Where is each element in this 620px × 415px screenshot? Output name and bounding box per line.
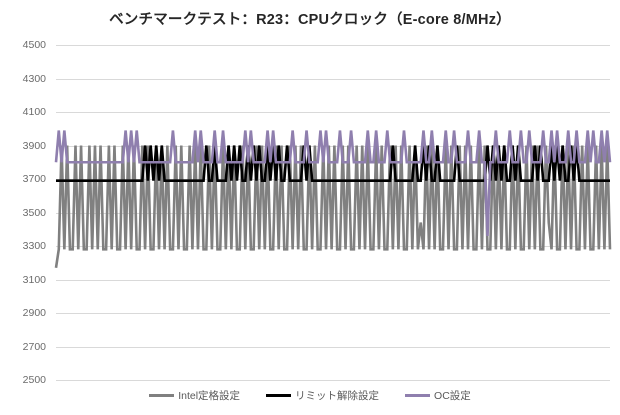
y-tick-label: 3300 <box>22 240 46 252</box>
gridline <box>56 146 610 147</box>
gridline <box>56 112 610 113</box>
y-tick-label: 3100 <box>22 273 46 286</box>
series-line <box>56 146 610 268</box>
series-line <box>56 146 610 181</box>
gridline <box>56 246 610 247</box>
legend-item[interactable]: リミット解除設定 <box>266 388 379 403</box>
chart-title: ベンチマークテスト：R23：CPUクロック（E-core 8/MHz） <box>109 12 511 28</box>
legend-item[interactable]: OC設定 <box>405 388 471 403</box>
gridline <box>56 45 610 46</box>
legend-swatch-icon <box>266 394 292 397</box>
chart-legend: Intel定格設定 リミット解除設定 OC設定 <box>0 388 620 403</box>
series-line <box>56 130 610 236</box>
gridline <box>56 380 610 381</box>
y-tick-label: 2500 <box>22 374 46 386</box>
y-tick-label: 4300 <box>22 72 46 85</box>
plot-area <box>56 45 610 381</box>
series-layer <box>56 45 610 380</box>
y-tick-label: 2900 <box>22 307 46 319</box>
gridline <box>56 280 610 281</box>
y-tick-label: 3900 <box>22 139 46 152</box>
legend-label: OC設定 <box>434 390 471 402</box>
legend-label: リミット解除設定 <box>295 390 380 402</box>
y-tick-label: 2700 <box>22 340 46 353</box>
legend-swatch-icon <box>405 394 431 397</box>
y-tick-label: 4500 <box>22 39 46 51</box>
legend-item[interactable]: Intel定格設定 <box>149 388 240 403</box>
gridline <box>56 313 610 314</box>
y-axis: 4500 4300 4100 3900 3700 3500 3300 3100 2900 2700… <box>0 39 52 386</box>
plot-wrapper: 4500 4300 4100 3900 3700 3500 3300 3100 2900 2700… <box>0 39 620 386</box>
gridline <box>56 347 610 348</box>
gridline <box>56 79 610 80</box>
legend-swatch-icon <box>149 394 175 397</box>
y-tick-label: 3700 <box>22 173 46 185</box>
legend-label: Intel定格設定 <box>178 390 241 402</box>
y-tick-label: 3500 <box>22 206 46 219</box>
y-tick-label: 4100 <box>22 106 46 118</box>
